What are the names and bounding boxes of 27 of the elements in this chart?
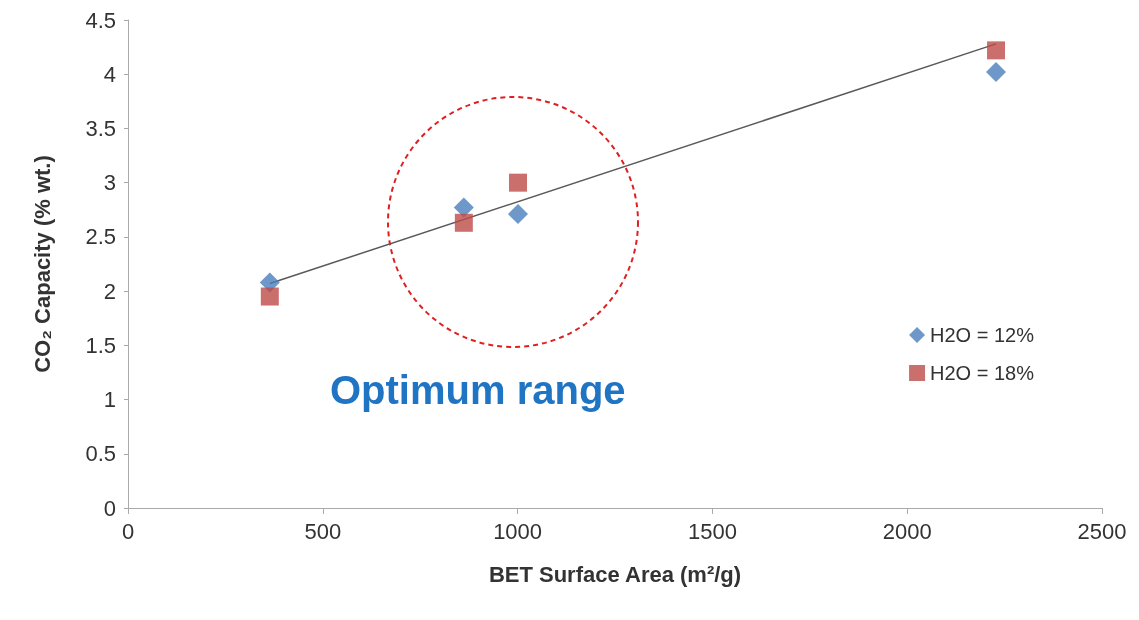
legend-label: H2O = 12% <box>930 324 1035 346</box>
y-tick-label: 1.5 <box>85 332 116 358</box>
y-tick-label: 2 <box>103 278 116 304</box>
x-tick-label: 2000 <box>882 518 932 544</box>
point <box>507 204 528 225</box>
y-tick-label: 4 <box>103 61 116 87</box>
annotation: Optimum range <box>330 368 626 412</box>
x-axis-title: BET Surface Area (m²/g) <box>488 561 742 587</box>
y-axis-title: CO₂ Capacity (% wt.) <box>29 155 55 373</box>
y-tick-label: 0.5 <box>85 441 116 467</box>
point <box>508 173 527 192</box>
point <box>987 41 1006 60</box>
y-tick-label: 3 <box>103 170 116 196</box>
y-tick-label: 3.5 <box>85 115 116 141</box>
legend-label: H2O = 18% <box>930 362 1035 384</box>
y-tick-label: 1 <box>103 387 116 413</box>
point <box>454 213 473 232</box>
point <box>260 287 279 306</box>
x-tick-label: 2500 <box>1077 518 1127 544</box>
x-tick-label: 500 <box>304 518 342 544</box>
x-tick-label: 1500 <box>687 518 737 544</box>
y-tick-label: 4.5 <box>85 7 116 33</box>
x-tick-label: 0 <box>121 518 135 544</box>
y-tick-label: 2.5 <box>85 224 116 250</box>
point <box>986 62 1007 83</box>
x-tick-label: 1000 <box>493 518 543 544</box>
y-tick-label: 0 <box>103 495 116 521</box>
